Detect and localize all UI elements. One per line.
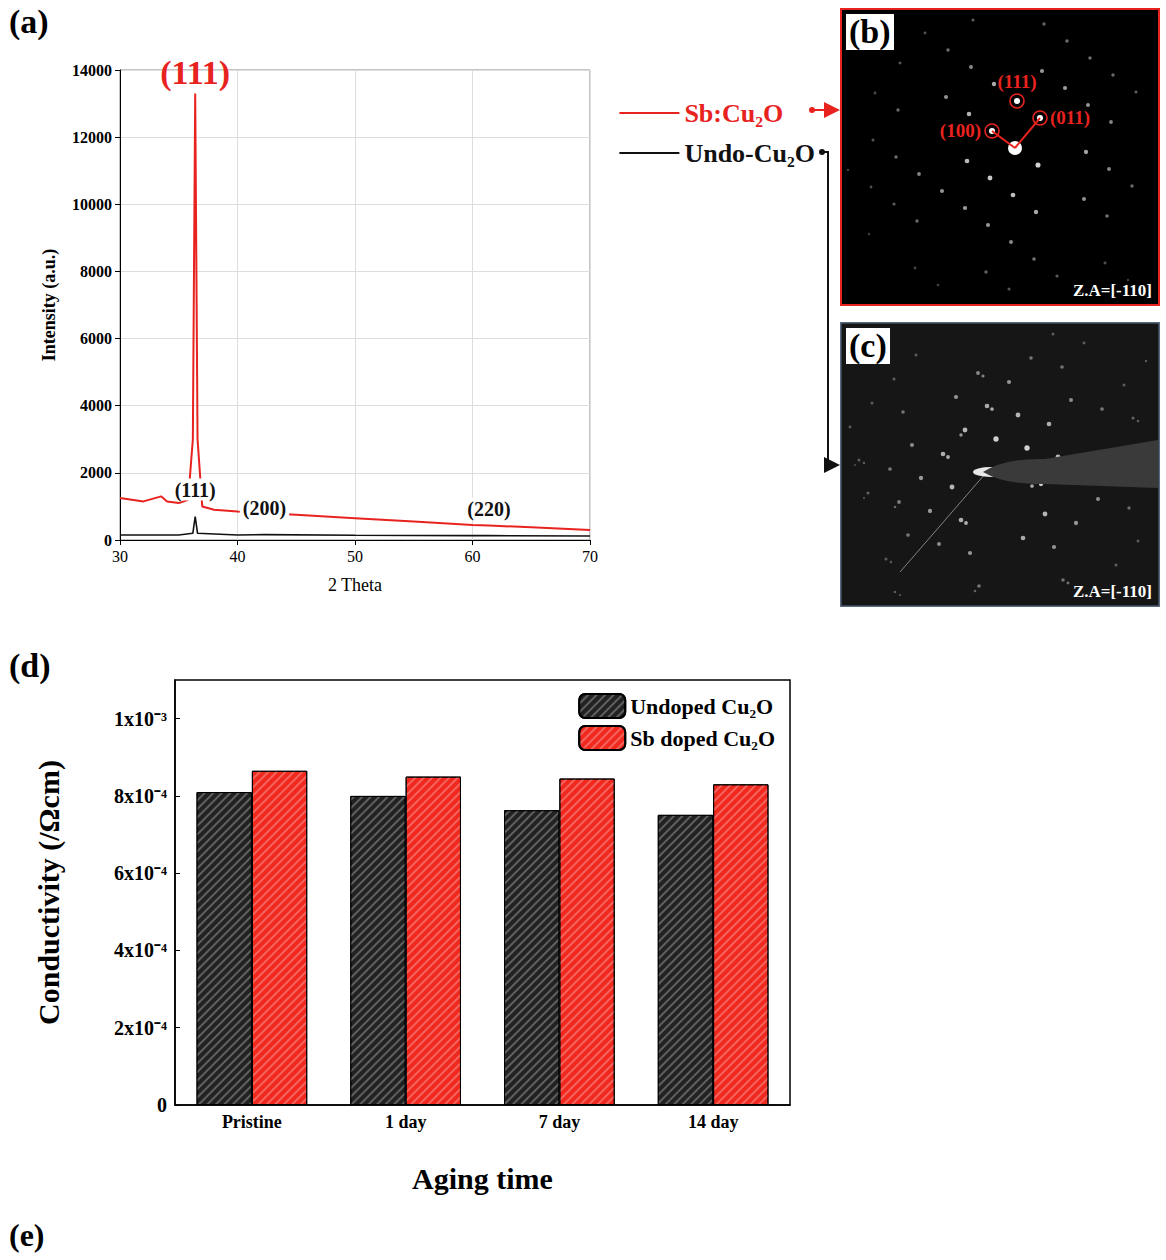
svg-text:Aging time: Aging time bbox=[412, 1162, 553, 1195]
svg-text:Z.A=[-110]: Z.A=[-110] bbox=[1073, 281, 1152, 300]
svg-text:7 day: 7 day bbox=[539, 1112, 581, 1132]
svg-text:0: 0 bbox=[157, 1094, 167, 1116]
svg-text:Intensity (a.u.): Intensity (a.u.) bbox=[39, 249, 60, 362]
html-text:(c): (c) bbox=[849, 327, 887, 364]
svg-text:6000: 6000 bbox=[80, 330, 112, 347]
svg-text:30: 30 bbox=[112, 548, 128, 565]
svg-text:14000: 14000 bbox=[72, 62, 112, 79]
svg-text:0: 0 bbox=[104, 532, 112, 549]
svg-text:Pristine: Pristine bbox=[222, 1112, 282, 1132]
svg-text:2 Theta: 2 Theta bbox=[328, 575, 382, 595]
svg-text:2000: 2000 bbox=[80, 464, 112, 481]
svg-text:14 day: 14 day bbox=[688, 1112, 739, 1132]
svg-text:60: 60 bbox=[465, 548, 481, 565]
svg-text:Sb:Cu₂O: Sb:Cu₂O bbox=[684, 99, 783, 128]
svg-text:(111): (111) bbox=[175, 479, 216, 502]
html-text:(b): (b) bbox=[849, 13, 891, 50]
html-text:(e): (e) bbox=[9, 1217, 45, 1253]
svg-text:4x10⁻⁴: 4x10⁻⁴ bbox=[114, 939, 167, 961]
svg-text:8000: 8000 bbox=[80, 263, 112, 280]
svg-text:(200): (200) bbox=[243, 497, 286, 520]
html-text:(a): (a) bbox=[9, 3, 49, 40]
svg-text:(111): (111) bbox=[160, 54, 230, 92]
svg-text:40: 40 bbox=[230, 548, 246, 565]
svg-text:Undo-Cu₂O: Undo-Cu₂O bbox=[684, 139, 815, 168]
svg-text:12000: 12000 bbox=[72, 129, 112, 146]
svg-text:Conductivity (/Ωcm): Conductivity (/Ωcm) bbox=[32, 760, 66, 1025]
svg-text:(011): (011) bbox=[1050, 107, 1090, 129]
svg-text:8x10⁻⁴: 8x10⁻⁴ bbox=[114, 785, 167, 807]
svg-text:(100): (100) bbox=[940, 120, 981, 142]
svg-text:70: 70 bbox=[582, 548, 598, 565]
svg-text:(220): (220) bbox=[467, 498, 510, 521]
svg-text:1x10⁻³: 1x10⁻³ bbox=[114, 708, 167, 730]
svg-text:50: 50 bbox=[347, 548, 363, 565]
svg-text:Z.A=[-110]: Z.A=[-110] bbox=[1073, 582, 1152, 601]
svg-text:10000: 10000 bbox=[72, 196, 112, 213]
html-text:(d): (d) bbox=[9, 647, 51, 684]
svg-text:Undoped Cu₂O: Undoped Cu₂O bbox=[630, 694, 773, 719]
svg-text:Sb doped Cu₂O: Sb doped Cu₂O bbox=[630, 726, 775, 751]
svg-text:2x10⁻⁴: 2x10⁻⁴ bbox=[114, 1017, 167, 1039]
svg-text:1 day: 1 day bbox=[385, 1112, 427, 1132]
svg-text:6x10⁻⁴: 6x10⁻⁴ bbox=[114, 862, 167, 884]
svg-text:(111): (111) bbox=[997, 71, 1036, 93]
svg-text:4000: 4000 bbox=[80, 397, 112, 414]
